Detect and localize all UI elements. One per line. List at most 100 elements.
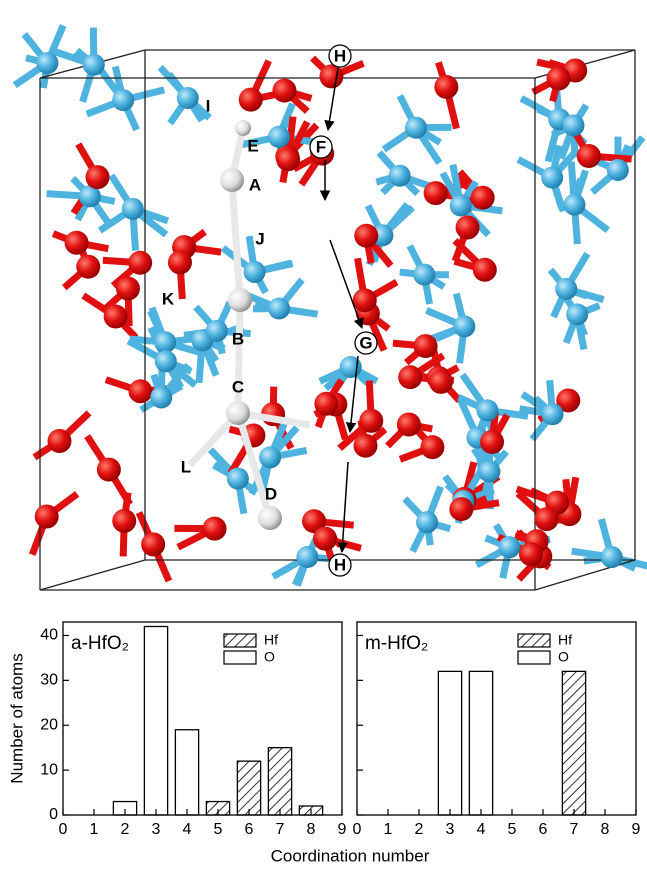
x-tick-label: 3: [152, 821, 161, 838]
hf-atom: [413, 264, 435, 286]
x-tick-label: 1: [90, 821, 99, 838]
o-atom: [35, 504, 59, 528]
hf-atom: [476, 399, 498, 421]
hf-atom: [607, 159, 629, 181]
arrow: [342, 462, 348, 552]
hf-atom: [259, 446, 281, 468]
bar: [268, 748, 291, 815]
o-atom: [239, 88, 263, 112]
o-atom: [353, 288, 377, 312]
panel-title: a-HfO₂: [71, 633, 129, 654]
legend-swatch: [518, 651, 550, 664]
hf-atom: [150, 386, 172, 408]
o-atom: [449, 497, 473, 521]
o-atom: [128, 251, 152, 275]
o-atom: [272, 79, 296, 103]
o-atom: [353, 434, 377, 458]
y-tick-label: 20: [40, 716, 58, 733]
site-label: G: [359, 333, 372, 352]
o-atom: [97, 458, 121, 482]
x-tick-label: 4: [477, 821, 486, 838]
x-tick-label: 1: [384, 821, 393, 838]
hf-atom: [206, 320, 228, 342]
o-atom: [354, 224, 378, 248]
hf-atom: [268, 297, 290, 319]
o-atom: [398, 365, 422, 389]
x-tick-label: 5: [508, 821, 517, 838]
o-atom: [414, 334, 438, 358]
hf-atom: [453, 315, 475, 337]
hf-atom: [112, 89, 134, 111]
legend-label: O: [264, 649, 275, 665]
hf-atom: [227, 468, 249, 490]
o-atom: [314, 392, 338, 416]
x-tick-label: 7: [276, 821, 285, 838]
hf-atom: [177, 87, 199, 109]
legend-swatch: [224, 651, 256, 664]
x-tick-label: 2: [121, 821, 130, 838]
legend-label: Hf: [264, 632, 278, 648]
o-atom: [203, 517, 227, 541]
x-tick-label: 8: [307, 821, 316, 838]
hf-atom: [155, 350, 177, 372]
x-tick-label: 8: [601, 821, 610, 838]
o-atom: [359, 409, 383, 433]
site-label: E: [247, 136, 258, 155]
o-atom: [319, 64, 343, 88]
hf-atom: [541, 167, 563, 189]
hf-atom: [562, 114, 584, 136]
hf-atom: [601, 546, 623, 568]
hf-atom: [244, 261, 266, 283]
x-tick-label: 9: [338, 821, 347, 838]
o-atom: [276, 147, 300, 171]
site-label: B: [232, 329, 244, 348]
arrow: [330, 240, 362, 328]
hf-atom: [83, 54, 105, 76]
x-tick-label: 0: [353, 821, 362, 838]
h-atom: [258, 506, 282, 530]
h-bond: [232, 180, 240, 300]
o-atom: [313, 527, 337, 551]
hf-atom: [542, 403, 564, 425]
h-atom: [226, 401, 250, 425]
site-label: H: [334, 555, 346, 574]
legend-swatch: [224, 634, 256, 647]
o-atom: [434, 75, 458, 99]
y-tick-label: 30: [40, 672, 58, 689]
site-label: I: [206, 96, 211, 115]
hf-atom: [478, 460, 500, 482]
x-tick-label: 3: [446, 821, 455, 838]
o-atom: [519, 542, 543, 566]
y-tick-label: 10: [40, 761, 58, 778]
x-tick-label: 5: [214, 821, 223, 838]
hf-atom: [122, 198, 144, 220]
site-label: L: [181, 457, 191, 476]
o-atom: [129, 379, 153, 403]
hf-atom: [566, 303, 588, 325]
x-tick-label: 9: [632, 821, 641, 838]
figure: IEAJKBCLDHFGH 0123456789010203040a-HfO₂H…: [0, 0, 647, 871]
o-atom: [546, 67, 570, 91]
x-tick-label: 0: [59, 821, 68, 838]
bar: [469, 671, 492, 815]
o-atom: [420, 435, 444, 459]
site-label: A: [249, 175, 261, 194]
site-label: D: [265, 484, 277, 503]
y-axis-title: Number of atoms: [7, 653, 26, 783]
x-tick-label: 4: [183, 821, 192, 838]
o-atom: [65, 231, 89, 255]
bar: [438, 671, 461, 815]
hf-atom: [296, 546, 318, 568]
h-atom: [220, 168, 244, 192]
o-atom: [168, 250, 192, 274]
x-axis-title: Coordination number: [271, 846, 430, 865]
hf-atom: [450, 194, 472, 216]
site-label: C: [232, 377, 244, 396]
site-label: F: [316, 137, 326, 156]
hf-atom: [340, 356, 362, 378]
hf-atom: [154, 331, 176, 353]
o-atom: [104, 305, 128, 329]
legend-label: O: [558, 649, 569, 665]
